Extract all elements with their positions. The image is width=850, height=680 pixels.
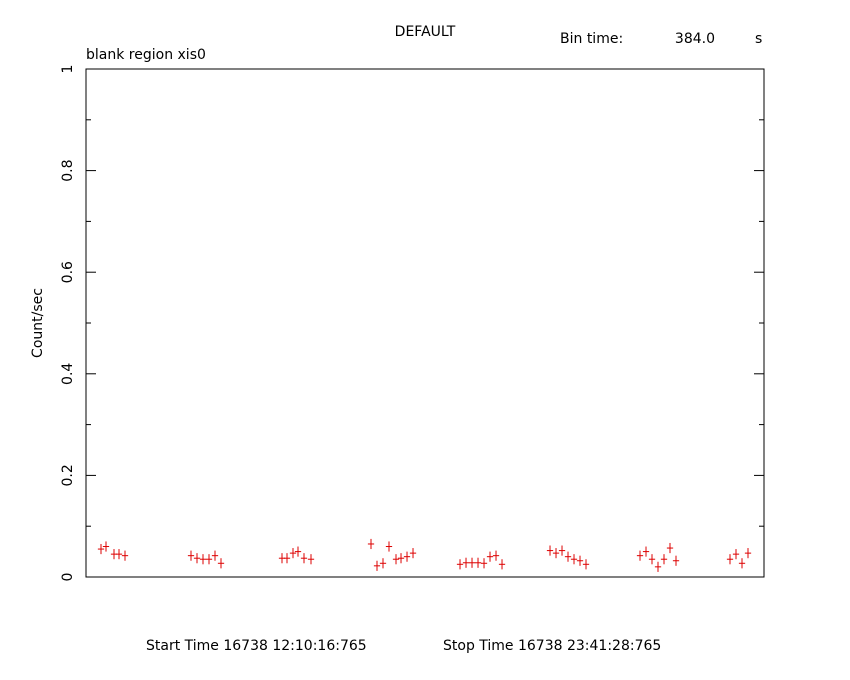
y-tick-label: 0.8 (60, 159, 76, 181)
y-axis-label: Count/sec (30, 288, 46, 358)
plot-frame (85, 68, 765, 578)
bin-time-label: Bin time: (560, 31, 623, 47)
stop-time: Stop Time 16738 23:41:28:765 (443, 638, 661, 654)
y-tick-label: 0.4 (60, 363, 76, 385)
subtitle: blank region xis0 (86, 47, 206, 63)
bin-time-unit: s (755, 31, 762, 47)
y-tick-label: 0.6 (60, 261, 76, 283)
bin-time: 384.0 (675, 31, 715, 47)
y-tick-label: 1 (60, 65, 76, 74)
chart-title: DEFAULT (395, 24, 456, 40)
start-time: Start Time 16738 12:10:16:765 (146, 638, 367, 654)
y-tick-label: 0 (60, 573, 76, 582)
y-tick-label: 0.2 (60, 464, 76, 486)
